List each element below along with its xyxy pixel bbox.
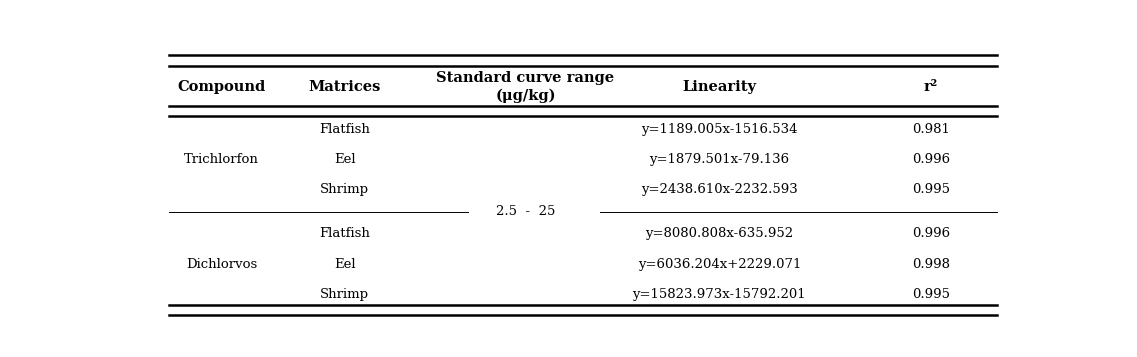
Text: Shrimp: Shrimp	[321, 183, 370, 196]
Text: y=1879.501x-79.136: y=1879.501x-79.136	[649, 153, 789, 166]
Text: y=8080.808x-635.952: y=8080.808x-635.952	[645, 227, 794, 240]
Text: Flatfish: Flatfish	[319, 123, 371, 136]
Text: y=6036.204x+2229.071: y=6036.204x+2229.071	[638, 258, 800, 271]
Text: 0.996: 0.996	[912, 227, 949, 240]
Text: Compound: Compound	[177, 80, 266, 94]
Text: Eel: Eel	[334, 258, 356, 271]
Text: Linearity: Linearity	[682, 80, 756, 94]
Text: y=15823.973x-15792.201: y=15823.973x-15792.201	[632, 288, 806, 301]
Text: Matrices: Matrices	[308, 80, 381, 94]
Text: Trichlorfon: Trichlorfon	[184, 153, 259, 166]
Text: 0.998: 0.998	[912, 258, 949, 271]
Text: y=2438.610x-2232.593: y=2438.610x-2232.593	[641, 183, 798, 196]
Text: 0.996: 0.996	[912, 153, 949, 166]
Text: Flatfish: Flatfish	[319, 227, 371, 240]
Text: Dichlorvos: Dichlorvos	[185, 258, 257, 271]
Text: Shrimp: Shrimp	[321, 288, 370, 301]
Text: 0.981: 0.981	[912, 123, 949, 136]
Text: y=1189.005x-1516.534: y=1189.005x-1516.534	[641, 123, 797, 136]
Text: 0.995: 0.995	[912, 183, 949, 196]
Text: 0.995: 0.995	[912, 288, 949, 301]
Text: 2.5  -  25: 2.5 - 25	[496, 205, 555, 218]
Text: Eel: Eel	[334, 153, 356, 166]
Text: r²: r²	[923, 80, 938, 94]
Text: Standard curve range
(μg/kg): Standard curve range (μg/kg)	[437, 71, 614, 103]
